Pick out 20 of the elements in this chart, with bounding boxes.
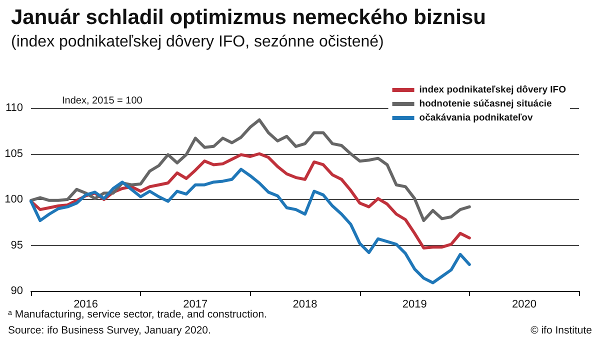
y-tick-label: 100 — [4, 194, 23, 206]
text: Index, 2015 = 100 — [62, 96, 143, 106]
legend-label: index podnikateľskej dôvery IFO — [419, 84, 566, 96]
legend-label: hodnotenie súčasnej situácie — [419, 98, 552, 110]
line-series — [30, 168, 471, 284]
chart-title: Január schladil optimizmus nemeckého biznisu — [11, 6, 486, 29]
y-tick-label: 95 — [10, 239, 23, 252]
x-tick-label: 2016 — [74, 298, 98, 310]
y-tick-label: 105 — [4, 148, 23, 160]
source-note: Source: ifo Business Survey, January 2020. — [8, 324, 211, 336]
text: © ifo Institute — [530, 324, 592, 336]
chart-subtitle: (index podnikateľskej dôvery IFO, sezónne očistené) — [11, 34, 384, 50]
x-tick-label: 2018 — [292, 298, 318, 310]
x-tick-label: 2020 — [512, 298, 536, 310]
text: ᵃ Manufacturing, service sector, trade, and construction. — [8, 308, 267, 320]
x-tick-label: 2019 — [402, 298, 427, 310]
y-tick-label: 110 — [5, 102, 23, 114]
x-tick-label: 2017 — [183, 298, 208, 310]
legend-label: očakávania podnikateľov — [419, 112, 534, 124]
y-tick-label: 90 — [10, 285, 23, 297]
